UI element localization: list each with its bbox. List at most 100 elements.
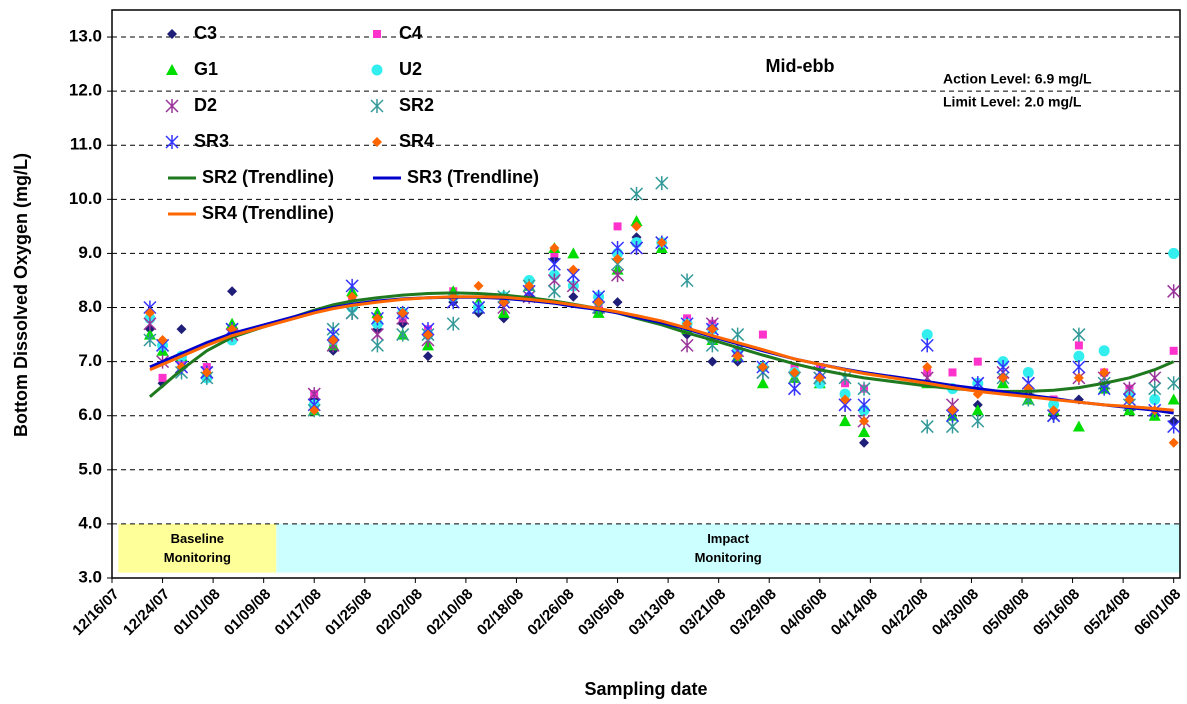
y-tick-label: 6.0 — [78, 405, 102, 424]
point — [789, 367, 800, 378]
point — [176, 324, 187, 335]
point — [549, 243, 560, 254]
point — [1072, 327, 1086, 342]
x-tick-label: 12/16/07 — [69, 586, 122, 639]
point — [612, 253, 623, 264]
legend-label: U2 — [399, 59, 422, 79]
y-tick-label: 7.0 — [78, 351, 102, 370]
point — [396, 327, 410, 342]
point — [1073, 350, 1085, 362]
legend: C3 C4 G1 U2 D2 SR2 SR3 SR4 SR2 (Trendline) SR3 (T… — [165, 23, 539, 223]
point — [971, 404, 984, 416]
point — [144, 307, 155, 318]
y-tick-label: 9.0 — [78, 243, 102, 262]
regions — [118, 523, 1180, 573]
point — [920, 338, 934, 353]
legend-marker — [165, 135, 179, 149]
x-tick-label: 01/17/08 — [272, 586, 325, 639]
legend-label: SR2 (Trendline) — [202, 167, 334, 187]
point — [1167, 393, 1180, 405]
point — [996, 360, 1010, 375]
x-tick-label: 05/24/08 — [1080, 586, 1133, 639]
legend-marker — [370, 99, 384, 113]
point — [857, 397, 871, 412]
point — [1167, 284, 1181, 299]
point — [973, 357, 982, 366]
point — [814, 372, 825, 383]
point — [1098, 345, 1110, 357]
point — [756, 377, 769, 389]
point — [921, 329, 933, 341]
point — [1124, 394, 1135, 405]
point — [732, 351, 743, 362]
series — [143, 235, 1181, 429]
point — [143, 332, 157, 347]
point — [656, 237, 667, 248]
region — [276, 523, 1180, 573]
point — [157, 334, 168, 345]
legend-label: SR3 (Trendline) — [407, 167, 539, 187]
point — [859, 416, 870, 427]
x-tick-label: 02/10/08 — [423, 586, 476, 639]
legend-marker — [372, 137, 382, 147]
point — [858, 425, 871, 437]
x-tick-label: 05/08/08 — [979, 586, 1032, 639]
legend-label: D2 — [194, 95, 217, 115]
point — [1167, 376, 1181, 391]
series — [148, 291, 1175, 398]
point — [524, 280, 535, 291]
point — [422, 351, 433, 362]
series — [149, 295, 1174, 412]
point — [328, 334, 339, 345]
point — [922, 362, 933, 373]
point — [758, 330, 767, 339]
y-tick-label: 3.0 — [78, 567, 102, 586]
point — [1148, 381, 1162, 396]
x-tick-label: 01/01/08 — [170, 586, 223, 639]
trendline — [148, 291, 1175, 398]
legend-label: G1 — [194, 59, 218, 79]
y-tick-label: 4.0 — [78, 513, 102, 532]
x-tick-label: 04/30/08 — [929, 586, 982, 639]
y-tick-label: 10.0 — [69, 189, 102, 208]
x-tick-label: 03/13/08 — [625, 586, 678, 639]
legend-marker — [166, 64, 178, 75]
point — [971, 414, 985, 429]
point — [1099, 367, 1110, 378]
point — [1022, 366, 1034, 378]
legend-label: SR2 — [399, 95, 434, 115]
point — [1168, 437, 1179, 448]
point — [947, 405, 958, 416]
point — [998, 372, 1009, 383]
y-tick-label: 13.0 — [69, 27, 102, 46]
point — [1168, 247, 1180, 259]
y-tick-label: 5.0 — [78, 459, 102, 478]
region — [118, 523, 277, 573]
x-axis-label: Sampling date — [584, 679, 707, 699]
point — [611, 241, 625, 256]
x-tick-label: 03/05/08 — [575, 586, 628, 639]
legend-label: C4 — [399, 23, 422, 43]
point — [787, 381, 802, 396]
point — [1167, 419, 1181, 434]
x-tick-label: 04/06/08 — [777, 586, 830, 639]
point — [1072, 360, 1086, 375]
point — [473, 280, 484, 291]
region-label: Impact Monitoring — [694, 531, 762, 566]
legend-marker — [167, 29, 177, 39]
region-label: Baseline Monitoring — [163, 531, 231, 566]
x-tick-label: 01/25/08 — [322, 586, 375, 639]
point — [857, 381, 871, 396]
point — [839, 388, 851, 400]
series — [144, 221, 1179, 448]
point — [201, 367, 212, 378]
plot-frame — [111, 9, 1181, 579]
point — [731, 327, 745, 342]
chart-title: Mid-ebb — [766, 56, 835, 76]
legend-label: SR4 (Trendline) — [202, 203, 334, 223]
x-tick-label: 03/21/08 — [676, 586, 729, 639]
point — [345, 305, 359, 320]
legend-label: SR3 — [194, 131, 229, 151]
point — [757, 362, 768, 373]
